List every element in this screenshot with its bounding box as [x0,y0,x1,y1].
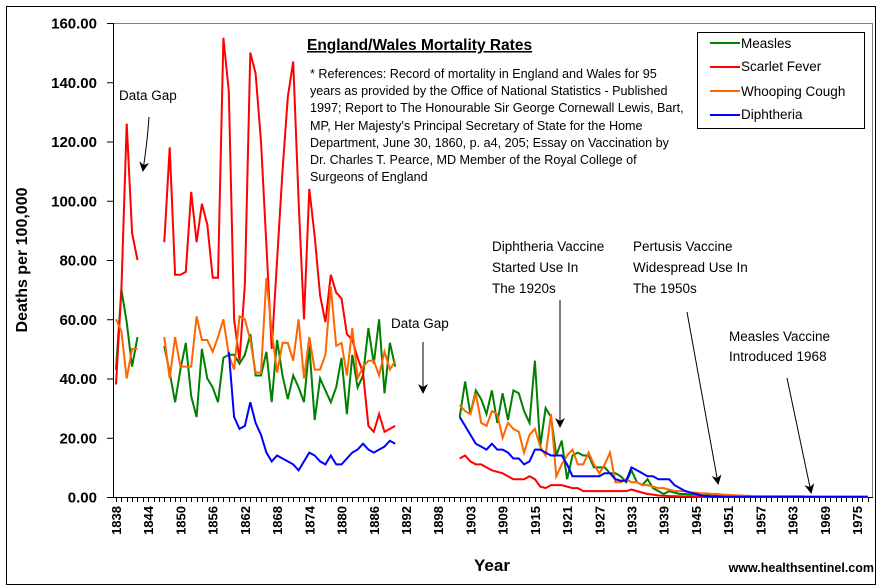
legend-item-scarlet-fever: Scarlet Fever [710,59,822,74]
series-line-segment [163,277,397,383]
annotation-line: Diphtheria Vaccine [492,239,604,254]
x-tick-label: 1838 [109,506,124,535]
legend-label: Diphtheria [741,107,803,122]
series-line-segment [227,351,396,472]
reference-line: MP, Her Majesty's Principal Secretary of… [310,119,643,133]
x-tick-label: 1880 [335,506,350,535]
annotation-data-gap-1: Data Gap [119,88,177,103]
arrow-icon [786,377,815,494]
arrow-icon [686,311,722,485]
legend-label: Whooping Cough [741,84,845,99]
chart-title: England/Wales Mortality Rates [307,37,532,54]
y-tick-label: 60.00 [59,312,97,329]
y-tick-label: 80.00 [59,253,97,270]
reference-line: Surgeons of England [310,170,428,184]
series-diphtheria [227,351,868,498]
x-tick-label: 1844 [141,505,156,535]
annotation-line: Pertusis Vaccine [633,239,733,254]
series-line-segment [163,37,396,434]
annotation-data-gap-2: Data Gap [391,316,449,331]
series-line-segment [115,123,139,385]
y-tick-label: 140.00 [51,75,97,92]
annotation-line: Introduced 1968 [729,349,827,364]
x-tick-label: 1963 [786,506,801,535]
reference-line: 1997; Report to The Honourable Sir Georg… [310,101,684,115]
y-tick-label: 100.00 [51,193,97,210]
annotation-line: The 1950s [633,281,697,296]
y-axis-title: Deaths per 100,000 [14,187,31,332]
reference-line: Dr. Charles T. Pearce, MD Member of the … [310,153,637,167]
y-tick-label: 40.00 [59,371,97,388]
legend-label: Scarlet Fever [741,59,822,74]
x-axis-title: Year [474,556,510,575]
x-tick-label: 1850 [173,506,188,535]
x-tick-label: 1951 [721,506,736,535]
legend: Measles Scarlet Fever Whooping Cough Dip… [697,32,865,129]
annotation-pertussis-vaccine: Pertusis Vaccine Widespread Use In The 1… [633,239,748,296]
x-tick-label: 1975 [850,506,865,535]
annotation-line: Measles Vaccine [729,329,830,344]
legend-item-whooping-cough: Whooping Cough [710,84,845,99]
source-credit: www.healthsentinel.com [728,561,874,575]
annotation-measles-vaccine: Measles Vaccine Introduced 1968 [729,329,830,364]
x-tick-label: 1868 [270,506,285,535]
x-tick-label: 1957 [753,506,768,535]
y-tick-label: 120.00 [51,134,97,151]
x-tick-label: 1933 [625,506,640,535]
x-tick-label: 1969 [818,506,833,535]
annotation-diphtheria-vaccine: Diphtheria Vaccine Started Use In The 19… [492,239,604,296]
references-text: * References: Record of mortality in Eng… [310,67,684,184]
annotation-line: The 1920s [492,281,556,296]
x-tick-label: 1874 [302,505,317,535]
x-tick-label: 1903 [463,506,478,535]
reference-line: years as provided by the Office of Natio… [310,84,667,98]
series-line-segment [458,416,868,498]
x-tick-label: 1898 [431,506,446,535]
x-tick-label: 1939 [657,506,672,535]
x-tick-label: 1927 [592,506,607,535]
legend-label: Measles [741,36,792,51]
arrow-icon [139,116,150,172]
x-tick-label: 1909 [496,506,511,535]
y-tick-label: 20.00 [59,430,97,447]
series-line-segment [115,318,138,379]
x-tick-label: 1892 [399,506,414,535]
x-tick-label: 1945 [689,506,704,535]
y-tick-label: 160.00 [51,16,97,33]
x-tick-label: 1921 [560,506,575,535]
x-tick-label: 1856 [206,506,221,535]
reference-line: Department, June 30, 1860, p. a4, 205; E… [310,136,670,150]
annotation-line: Widespread Use In [633,260,748,275]
reference-line: * References: Record of mortality in Eng… [310,67,657,81]
legend-item-measles: Measles [710,36,792,51]
x-tick-label: 1862 [238,506,253,535]
annotation-line: Started Use In [492,260,578,275]
y-tick-label: 0.00 [68,490,97,507]
legend-item-diphtheria: Diphtheria [710,107,803,122]
x-tick-label: 1886 [367,506,382,535]
x-tick-label: 1915 [528,506,543,535]
